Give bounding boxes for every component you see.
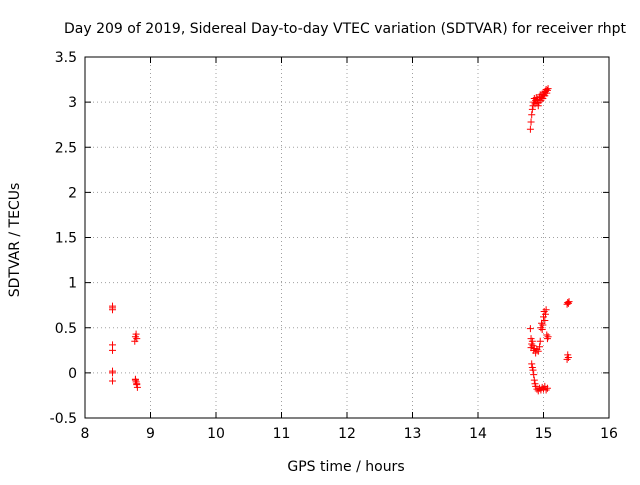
data-point: [564, 354, 572, 362]
y-axis-label: SDTVAR / TECUs: [7, 183, 23, 298]
data-point: [564, 299, 572, 307]
x-tick-label: 10: [207, 426, 225, 442]
y-tick-label: 3.5: [55, 50, 77, 66]
data-point: [528, 111, 536, 119]
data-point: [541, 310, 549, 318]
data-point: [528, 360, 536, 368]
data-point: [543, 384, 551, 392]
data-point: [539, 321, 547, 329]
data-point: [543, 331, 551, 339]
chart-title: Day 209 of 2019, Sidereal Day-to-day VTE…: [64, 21, 626, 37]
x-tick-label: 12: [338, 426, 356, 442]
x-tick-label: 14: [469, 426, 487, 442]
data-point: [527, 118, 535, 126]
data-point: [109, 369, 117, 377]
y-tick-label: 0: [68, 366, 77, 382]
data-point: [543, 335, 551, 343]
y-tick-label: 2: [68, 185, 77, 201]
data-point: [541, 317, 549, 325]
data-point: [109, 377, 117, 385]
data-point: [543, 86, 551, 94]
data-point: [133, 383, 141, 391]
data-point: [528, 105, 536, 113]
y-tick-label: 1.5: [55, 231, 77, 247]
data-point: [565, 298, 573, 306]
data-point: [564, 298, 572, 306]
data-point: [109, 304, 117, 312]
data-point: [528, 337, 536, 345]
data-layer: [109, 85, 573, 395]
data-point: [109, 346, 117, 354]
data-point: [536, 337, 544, 345]
axis-layer: 8 9 10 11 12 13 14 15 16 -0.5 0 0.5 1 1.5 2 2.5 3 3.5: [50, 50, 618, 442]
data-point: [526, 125, 534, 133]
y-tick-label: 1: [68, 276, 77, 292]
plot-border: [84, 56, 610, 419]
data-point: [529, 366, 537, 374]
x-tick-label: 8: [81, 426, 90, 442]
x-axis-label: GPS time / hours: [287, 459, 404, 475]
y-tick-label: 2.5: [55, 140, 77, 156]
data-point: [526, 325, 534, 333]
data-point: [131, 376, 139, 384]
y-tick-label: 0.5: [55, 321, 77, 337]
data-point: [133, 380, 141, 388]
data-point: [534, 102, 542, 110]
x-tick-label: 13: [404, 426, 422, 442]
data-point: [530, 376, 538, 384]
y-tick-label: 3: [68, 95, 77, 111]
x-tick-label: 11: [273, 426, 291, 442]
data-point: [544, 333, 552, 341]
data-point: [534, 347, 542, 355]
y-tick-label: -0.5: [50, 411, 77, 427]
data-point: [563, 355, 571, 363]
x-tick-label: 9: [146, 426, 155, 442]
data-point: [538, 326, 546, 334]
data-point: [530, 371, 538, 379]
grid-layer: [85, 57, 609, 418]
data-point: [132, 330, 140, 338]
data-point: [542, 306, 550, 314]
data-point: [544, 85, 552, 93]
data-point: [536, 343, 544, 351]
x-tick-label: 16: [600, 426, 618, 442]
data-point: [542, 386, 550, 394]
data-point: [133, 335, 141, 343]
x-tick-label: 15: [535, 426, 553, 442]
